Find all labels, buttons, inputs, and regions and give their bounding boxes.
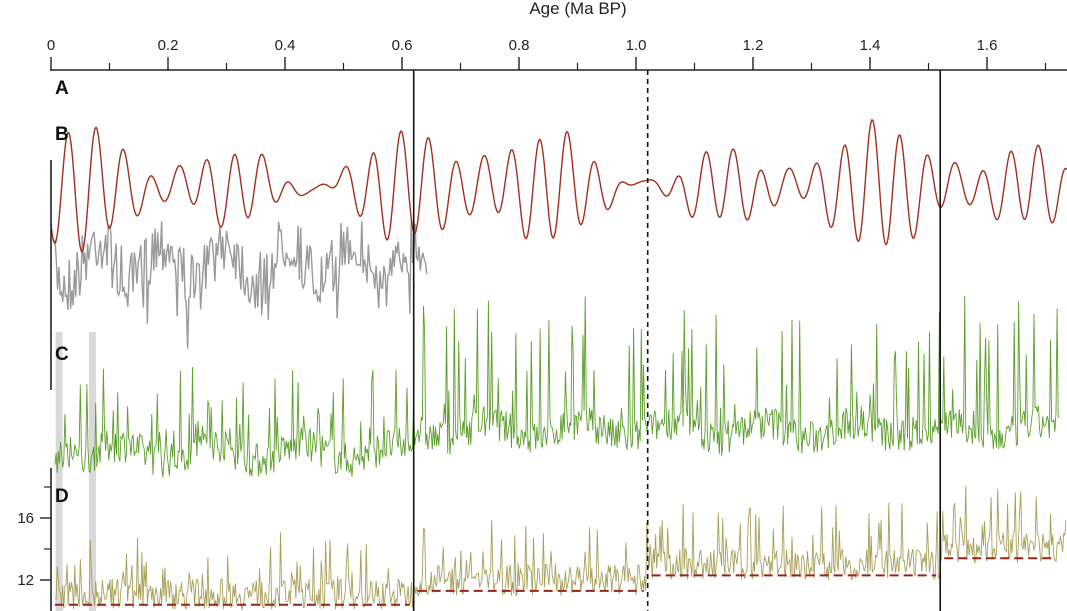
x-tick-label-7: 1.4 <box>860 37 881 54</box>
x-tick-label-6: 1.2 <box>743 37 764 54</box>
axes: 0 0.2 0.4 0.6 0.8 1.0 1.2 1.4 1.6 12 16 <box>17 37 1067 611</box>
series-olive-record <box>54 485 1067 611</box>
panel-label-d: D <box>55 486 69 507</box>
series-layer <box>50 118 1067 611</box>
x-tick-label-5: 1.0 <box>626 37 647 54</box>
x-axis-title: Age (Ma BP) <box>529 0 626 18</box>
panel-label-c: C <box>55 344 69 365</box>
y-axis-ticks: 12 16 <box>17 486 51 589</box>
x-tick-label-2: 0.4 <box>275 37 296 54</box>
x-tick-label-8: 1.6 <box>977 37 998 54</box>
x-tick-label-3: 0.6 <box>392 37 413 54</box>
highlight-band-0 <box>55 332 63 611</box>
panel-label-a: A <box>55 78 69 99</box>
y-tick-label-1: 16 <box>17 510 34 527</box>
x-tick-label-0: 0 <box>47 37 55 54</box>
x-tick-label-4: 0.8 <box>509 37 530 54</box>
series-green-record <box>54 295 1060 478</box>
series-gray-record <box>54 217 428 349</box>
panel-label-b: B <box>55 124 69 145</box>
boundary-lines <box>412 70 942 611</box>
x-tick-label-1: 0.2 <box>158 37 179 54</box>
x-axis-ticks: 0 0.2 0.4 0.6 0.8 1.0 1.2 1.4 1.6 <box>47 37 1047 70</box>
y-tick-label-0: 12 <box>17 572 34 589</box>
highlight-band-1 <box>88 332 96 611</box>
highlight-bands <box>55 332 96 611</box>
mean-segments <box>55 557 1054 606</box>
series-orbital-curve <box>50 118 1067 254</box>
